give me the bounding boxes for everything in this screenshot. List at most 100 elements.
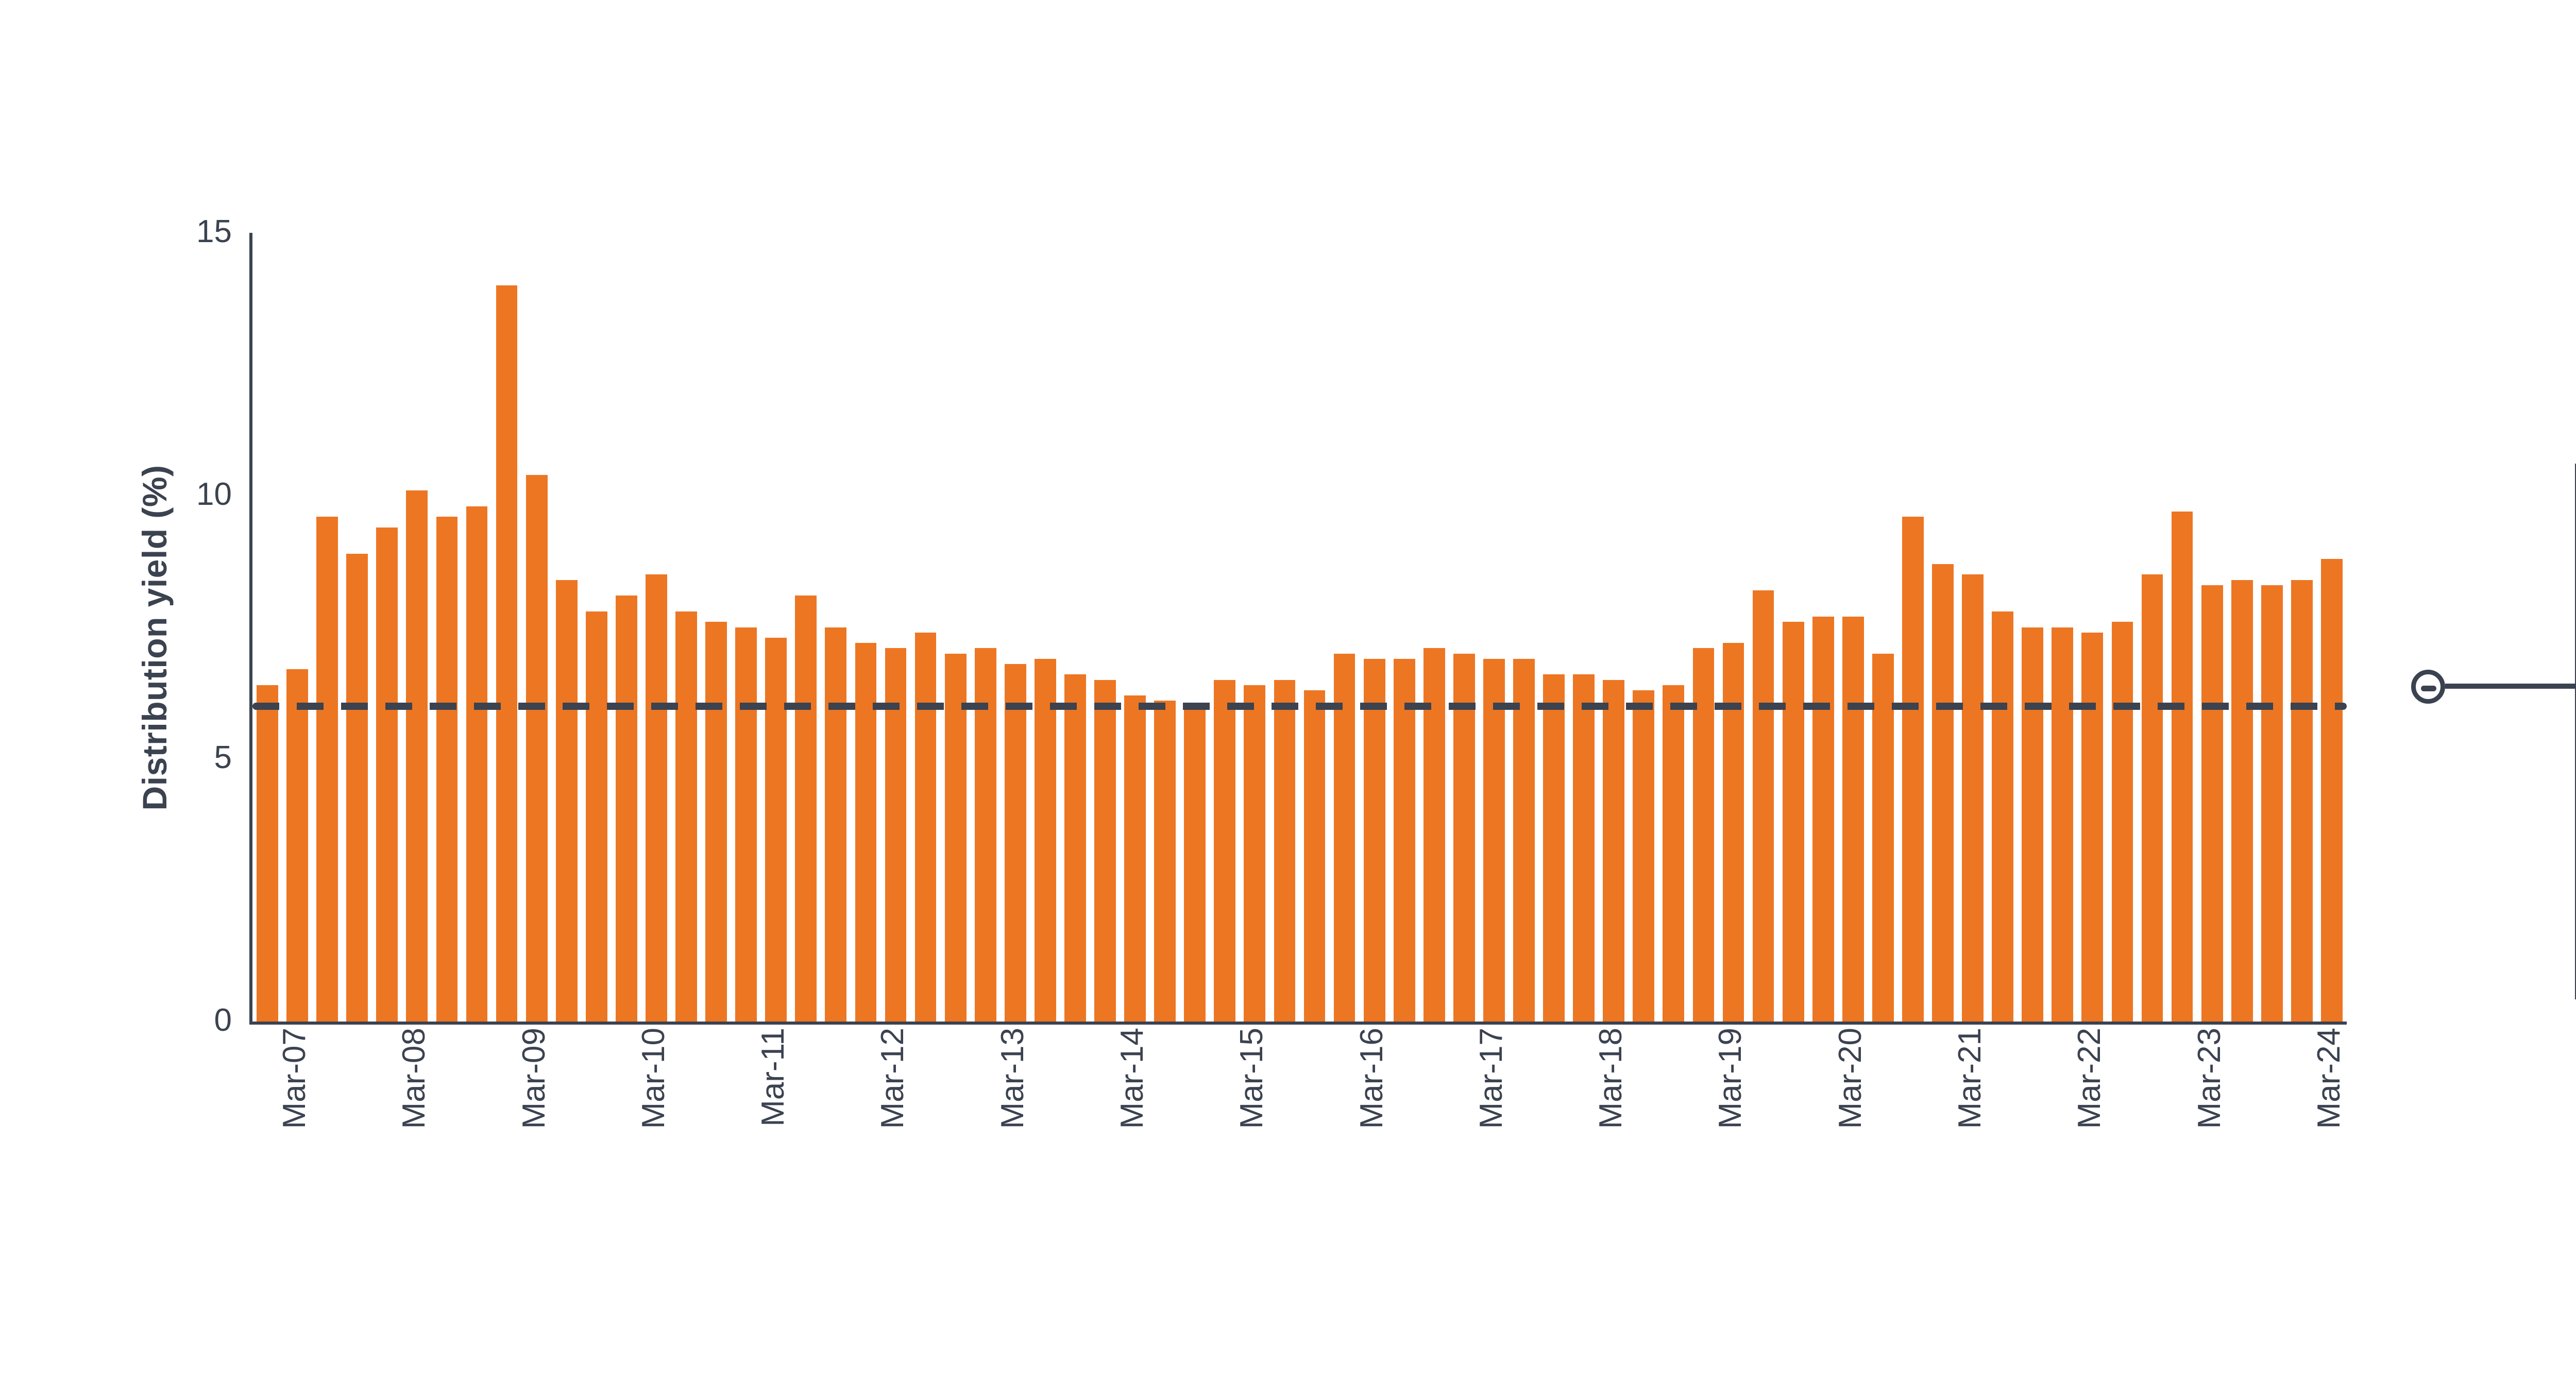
bar — [1722, 643, 1744, 1022]
x-tick-label: Mar-22 — [2072, 1028, 2108, 1129]
bar — [1094, 679, 1116, 1022]
x-tick-label: Mar-10 — [635, 1028, 671, 1129]
bar — [1692, 648, 1715, 1022]
bar — [1453, 653, 1475, 1022]
x-tick-label: Mar-23 — [2191, 1028, 2227, 1129]
plot-area — [249, 233, 2347, 1025]
bar — [1603, 679, 1625, 1022]
x-tick-label: Mar-18 — [1593, 1028, 1629, 1129]
bar — [1244, 685, 1266, 1022]
bar — [1004, 664, 1026, 1022]
y-tick-label: 10 — [196, 477, 232, 513]
bar — [286, 669, 308, 1022]
bar — [944, 653, 967, 1022]
x-tick-label: Mar-16 — [1353, 1028, 1389, 1129]
y-axis-title: Distribution yield (%) — [135, 465, 174, 811]
bar — [1483, 658, 1505, 1022]
x-tick-label: Mar-09 — [516, 1028, 552, 1129]
bar — [1393, 658, 1415, 1022]
bar — [2231, 580, 2253, 1022]
bar — [1214, 679, 1236, 1022]
x-tick-label: Mar-19 — [1713, 1028, 1749, 1129]
y-tick-label: 15 — [196, 214, 232, 249]
x-tick-label: Mar-11 — [755, 1028, 791, 1127]
bar — [585, 611, 607, 1022]
bar — [1872, 653, 1894, 1022]
callout-annotation: The Fund distributes income quarterly an… — [2411, 428, 2576, 1005]
bar — [914, 632, 937, 1022]
bar — [974, 648, 996, 1022]
x-tick-label: Mar-21 — [1952, 1028, 1988, 1129]
marker-dash-glyph — [2421, 686, 2436, 691]
bar — [376, 527, 398, 1022]
x-tick-label: Mar-20 — [1832, 1028, 1868, 1129]
bar — [765, 637, 787, 1022]
bar — [885, 648, 907, 1022]
bar-series — [252, 233, 2347, 1022]
bar — [646, 574, 667, 1022]
bar — [1962, 574, 1984, 1022]
bar — [1543, 674, 1565, 1022]
x-tick-label: Mar-12 — [875, 1028, 911, 1129]
x-tick-label: Mar-24 — [2311, 1028, 2347, 1129]
bar — [1034, 658, 1056, 1022]
bar — [2111, 622, 2133, 1022]
bar — [675, 611, 697, 1022]
bar — [1752, 590, 1774, 1022]
bar — [1633, 690, 1655, 1022]
bar — [1782, 622, 1804, 1022]
bar — [705, 622, 727, 1022]
x-tick-label: Mar-08 — [396, 1028, 432, 1129]
x-tick-label: Mar-17 — [1473, 1028, 1509, 1129]
bar — [2321, 558, 2343, 1022]
bar — [1992, 611, 2014, 1022]
bar — [2141, 574, 2163, 1022]
bar — [346, 553, 368, 1022]
bar — [1303, 690, 1326, 1022]
bar — [1842, 617, 1864, 1022]
bar — [1663, 685, 1685, 1022]
bar — [466, 506, 488, 1022]
bar — [2201, 585, 2223, 1022]
bar — [2022, 627, 2044, 1022]
dashed-line-marker-icon — [2411, 670, 2445, 704]
bar — [1154, 701, 1176, 1022]
bar — [2261, 585, 2283, 1022]
y-tick-label: 0 — [214, 1002, 232, 1038]
bar — [406, 490, 428, 1022]
bar — [257, 685, 278, 1022]
bar — [1573, 674, 1595, 1022]
callout-vertical-rule — [2575, 464, 2576, 999]
x-axis-line — [249, 1022, 2347, 1025]
bar — [795, 596, 817, 1022]
x-axis-tick-labels: Mar-07 Mar-08 Mar-09 Mar-10 Mar-11 Mar-12 Mar-… — [252, 1028, 2347, 1244]
bar — [1064, 674, 1086, 1022]
callout-connector-line — [2445, 684, 2576, 689]
bar — [316, 517, 338, 1022]
bar — [1333, 653, 1355, 1022]
bar — [1363, 658, 1385, 1022]
bar — [555, 580, 578, 1022]
bar — [436, 517, 458, 1022]
bar — [615, 596, 637, 1022]
bar — [1423, 648, 1445, 1022]
y-axis-line — [249, 233, 252, 1022]
x-tick-label: Mar-07 — [277, 1028, 313, 1129]
x-tick-label: Mar-14 — [1114, 1028, 1150, 1129]
bar — [735, 627, 757, 1022]
y-tick-label: 5 — [214, 739, 232, 775]
bar — [1184, 706, 1206, 1022]
bar — [1274, 679, 1296, 1022]
bar — [2081, 632, 2104, 1022]
bar — [825, 627, 847, 1022]
bar — [2052, 627, 2074, 1022]
bar — [1124, 695, 1146, 1022]
reference-line-6-percent — [252, 702, 2347, 710]
x-tick-label: Mar-13 — [994, 1028, 1030, 1129]
bar — [1812, 617, 1834, 1022]
bar — [1513, 658, 1535, 1022]
bar — [496, 285, 518, 1022]
bar — [855, 643, 877, 1022]
bar — [526, 474, 548, 1022]
